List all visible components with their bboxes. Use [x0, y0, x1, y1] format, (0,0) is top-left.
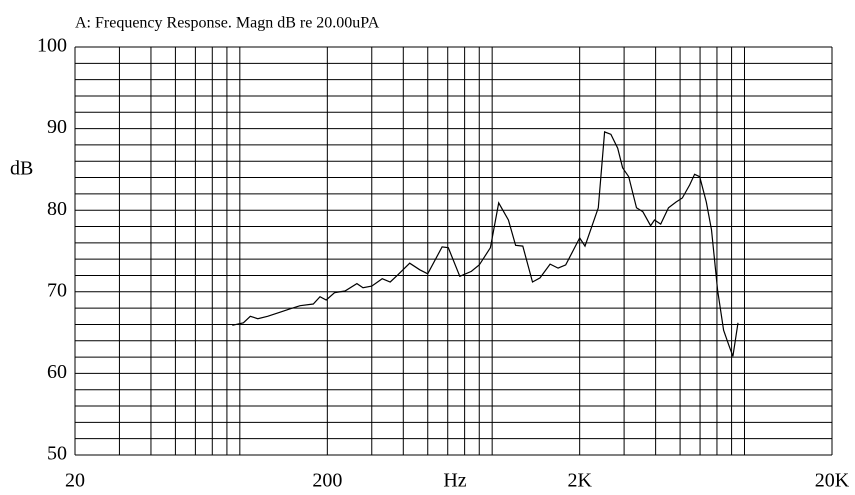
x-tick-label: 20: [65, 470, 85, 492]
y-tick-label: 70: [47, 279, 67, 301]
x-tick-label: 2K: [567, 470, 592, 492]
y-axis-label: dB: [10, 158, 33, 180]
y-tick-label: 90: [47, 116, 67, 138]
y-tick-label: 60: [47, 361, 67, 383]
y-tick-label: 100: [37, 35, 67, 57]
x-tick-label: 200: [312, 470, 342, 492]
y-tick-label: 50: [47, 443, 67, 465]
chart-title: A: Frequency Response. Magn dB re 20.00u…: [75, 15, 380, 32]
x-axis-label: Hz: [443, 470, 466, 492]
y-tick-label: 80: [47, 198, 67, 220]
data-line: [232, 131, 739, 357]
x-tick-label: 20K: [815, 470, 850, 492]
